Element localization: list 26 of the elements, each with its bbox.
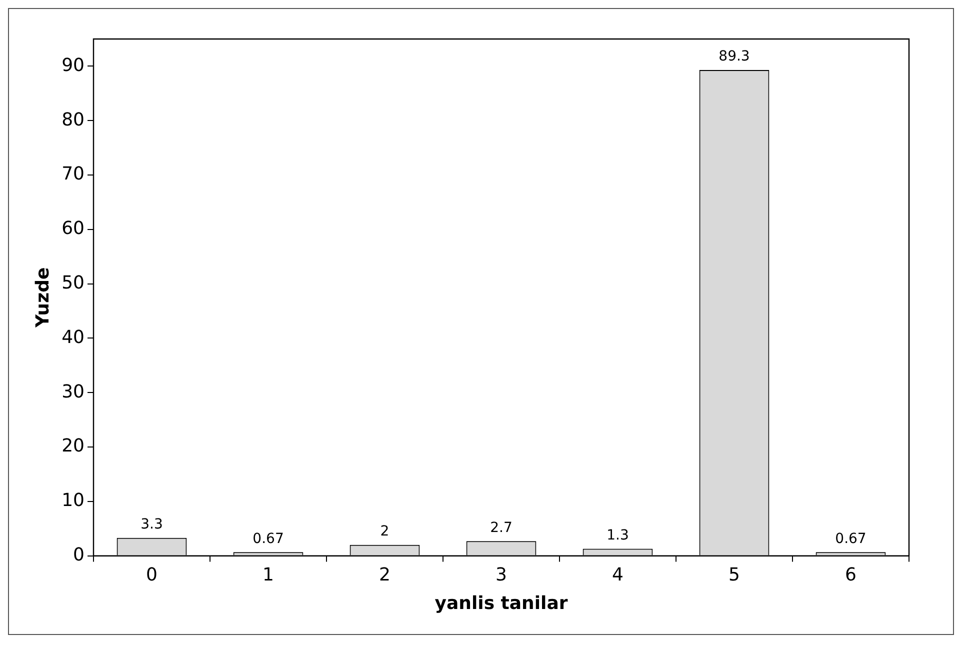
y-tick-label: 90	[62, 54, 85, 76]
data-label: 89.3	[718, 48, 750, 65]
y-tick-label: 0	[73, 544, 85, 566]
data-label: 2	[380, 524, 390, 540]
y-tick-label: 80	[62, 109, 85, 130]
x-tick-label: 5	[728, 564, 740, 586]
y-tick-label: 70	[62, 164, 85, 185]
y-tick-label: 60	[62, 218, 85, 240]
x-tick-label: 4	[612, 564, 624, 586]
x-tick-label: 2	[379, 564, 390, 586]
y-tick-label: 30	[62, 381, 85, 402]
y-tick-label: 10	[62, 490, 85, 512]
x-tick-label: 6	[845, 564, 856, 586]
y-tick-label: 50	[62, 272, 85, 294]
x-axis-title: yanlis tanilar	[434, 592, 568, 614]
data-label: 0.67	[835, 530, 866, 547]
y-tick-label: 20	[62, 436, 85, 457]
y-axis-title: Yuzde	[32, 267, 54, 328]
x-tick-label: 3	[496, 564, 507, 586]
x-tick-label: 0	[146, 564, 158, 586]
x-tick-label: 1	[262, 564, 274, 586]
data-label: 0.67	[252, 530, 284, 547]
data-label: 3.3	[140, 516, 163, 532]
data-label: 2.7	[490, 520, 512, 536]
y-tick-label: 40	[62, 326, 85, 348]
data-label: 1.3	[606, 527, 629, 544]
